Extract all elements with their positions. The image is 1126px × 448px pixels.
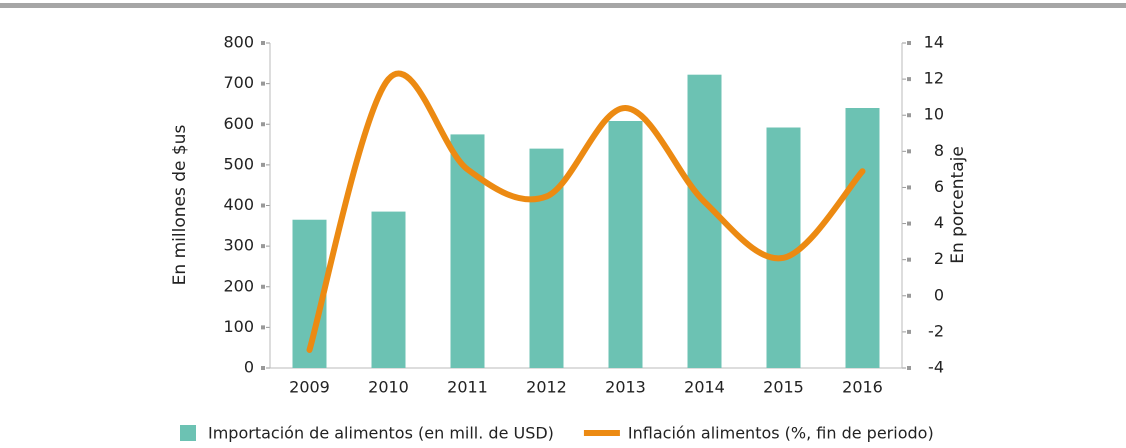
y2-tick-label: -4: [928, 358, 944, 377]
y2-tick: [907, 41, 911, 45]
bar: [687, 74, 722, 368]
y2-tick-label: -2: [928, 321, 944, 340]
x-tick-label: 2010: [368, 378, 409, 397]
y2-tick: [907, 257, 911, 262]
y2-tick-label: 2: [934, 249, 944, 268]
top-rule: [0, 3, 1126, 8]
y2-tick-label: 6: [934, 177, 944, 196]
y-tick: [261, 162, 265, 167]
y2-tick: [907, 77, 911, 82]
y-tick: [261, 244, 265, 249]
legend-swatch: [180, 425, 196, 441]
y2-tick-label: 12: [924, 69, 944, 88]
y-tick: [261, 325, 265, 330]
y-tick: [261, 284, 265, 289]
y2-tick-label: 0: [934, 285, 944, 304]
y2-tick: [907, 293, 911, 298]
y-tick-label: 100: [223, 317, 254, 336]
legend-label: Inflación alimentos (%, fin de periodo): [628, 424, 934, 443]
y2-tick: [907, 113, 911, 118]
y2-tick-label: 8: [934, 141, 944, 160]
y2-tick-label: 14: [924, 33, 944, 52]
y-tick-label: 0: [244, 358, 254, 377]
y-tick-label: 800: [223, 33, 254, 52]
y2-tick: [907, 221, 911, 226]
legend-swatch: [583, 430, 620, 436]
y2-tick: [907, 149, 911, 154]
y-tick-label: 500: [223, 154, 254, 173]
bar: [371, 211, 406, 368]
y-tick: [261, 41, 265, 45]
y2-tick-label: 10: [924, 105, 944, 124]
y-axis-title: En millones de $us: [170, 125, 190, 286]
x-tick-label: 2014: [684, 378, 725, 397]
y-tick-label: 400: [223, 195, 254, 214]
y2-tick: [907, 366, 911, 370]
y-tick-label: 700: [223, 73, 254, 92]
y2-tick-label: 4: [934, 213, 944, 232]
x-tick-label: 2012: [526, 378, 567, 397]
legend-label: Importación de alimentos (en mill. de US…: [208, 424, 554, 443]
y2-tick: [907, 185, 911, 190]
x-tick-label: 2011: [447, 378, 488, 397]
x-tick-label: 2013: [605, 378, 646, 397]
bar: [608, 121, 643, 368]
x-tick-label: 2016: [842, 378, 883, 397]
y-tick: [261, 122, 265, 127]
y-tick-label: 300: [223, 236, 254, 255]
x-tick-label: 2015: [763, 378, 804, 397]
bar: [450, 134, 485, 368]
y-tick-label: 600: [223, 114, 254, 133]
bar: [845, 108, 880, 368]
y2-tick: [907, 329, 911, 334]
bar: [529, 148, 564, 368]
y-tick: [261, 81, 265, 86]
x-tick-label: 2009: [289, 378, 330, 397]
y-tick-label: 200: [223, 276, 254, 295]
y2-axis-title: En porcentaje: [948, 146, 968, 264]
y-tick: [261, 366, 265, 370]
y-tick: [261, 203, 265, 208]
bar: [766, 127, 801, 368]
line: [306, 70, 866, 353]
